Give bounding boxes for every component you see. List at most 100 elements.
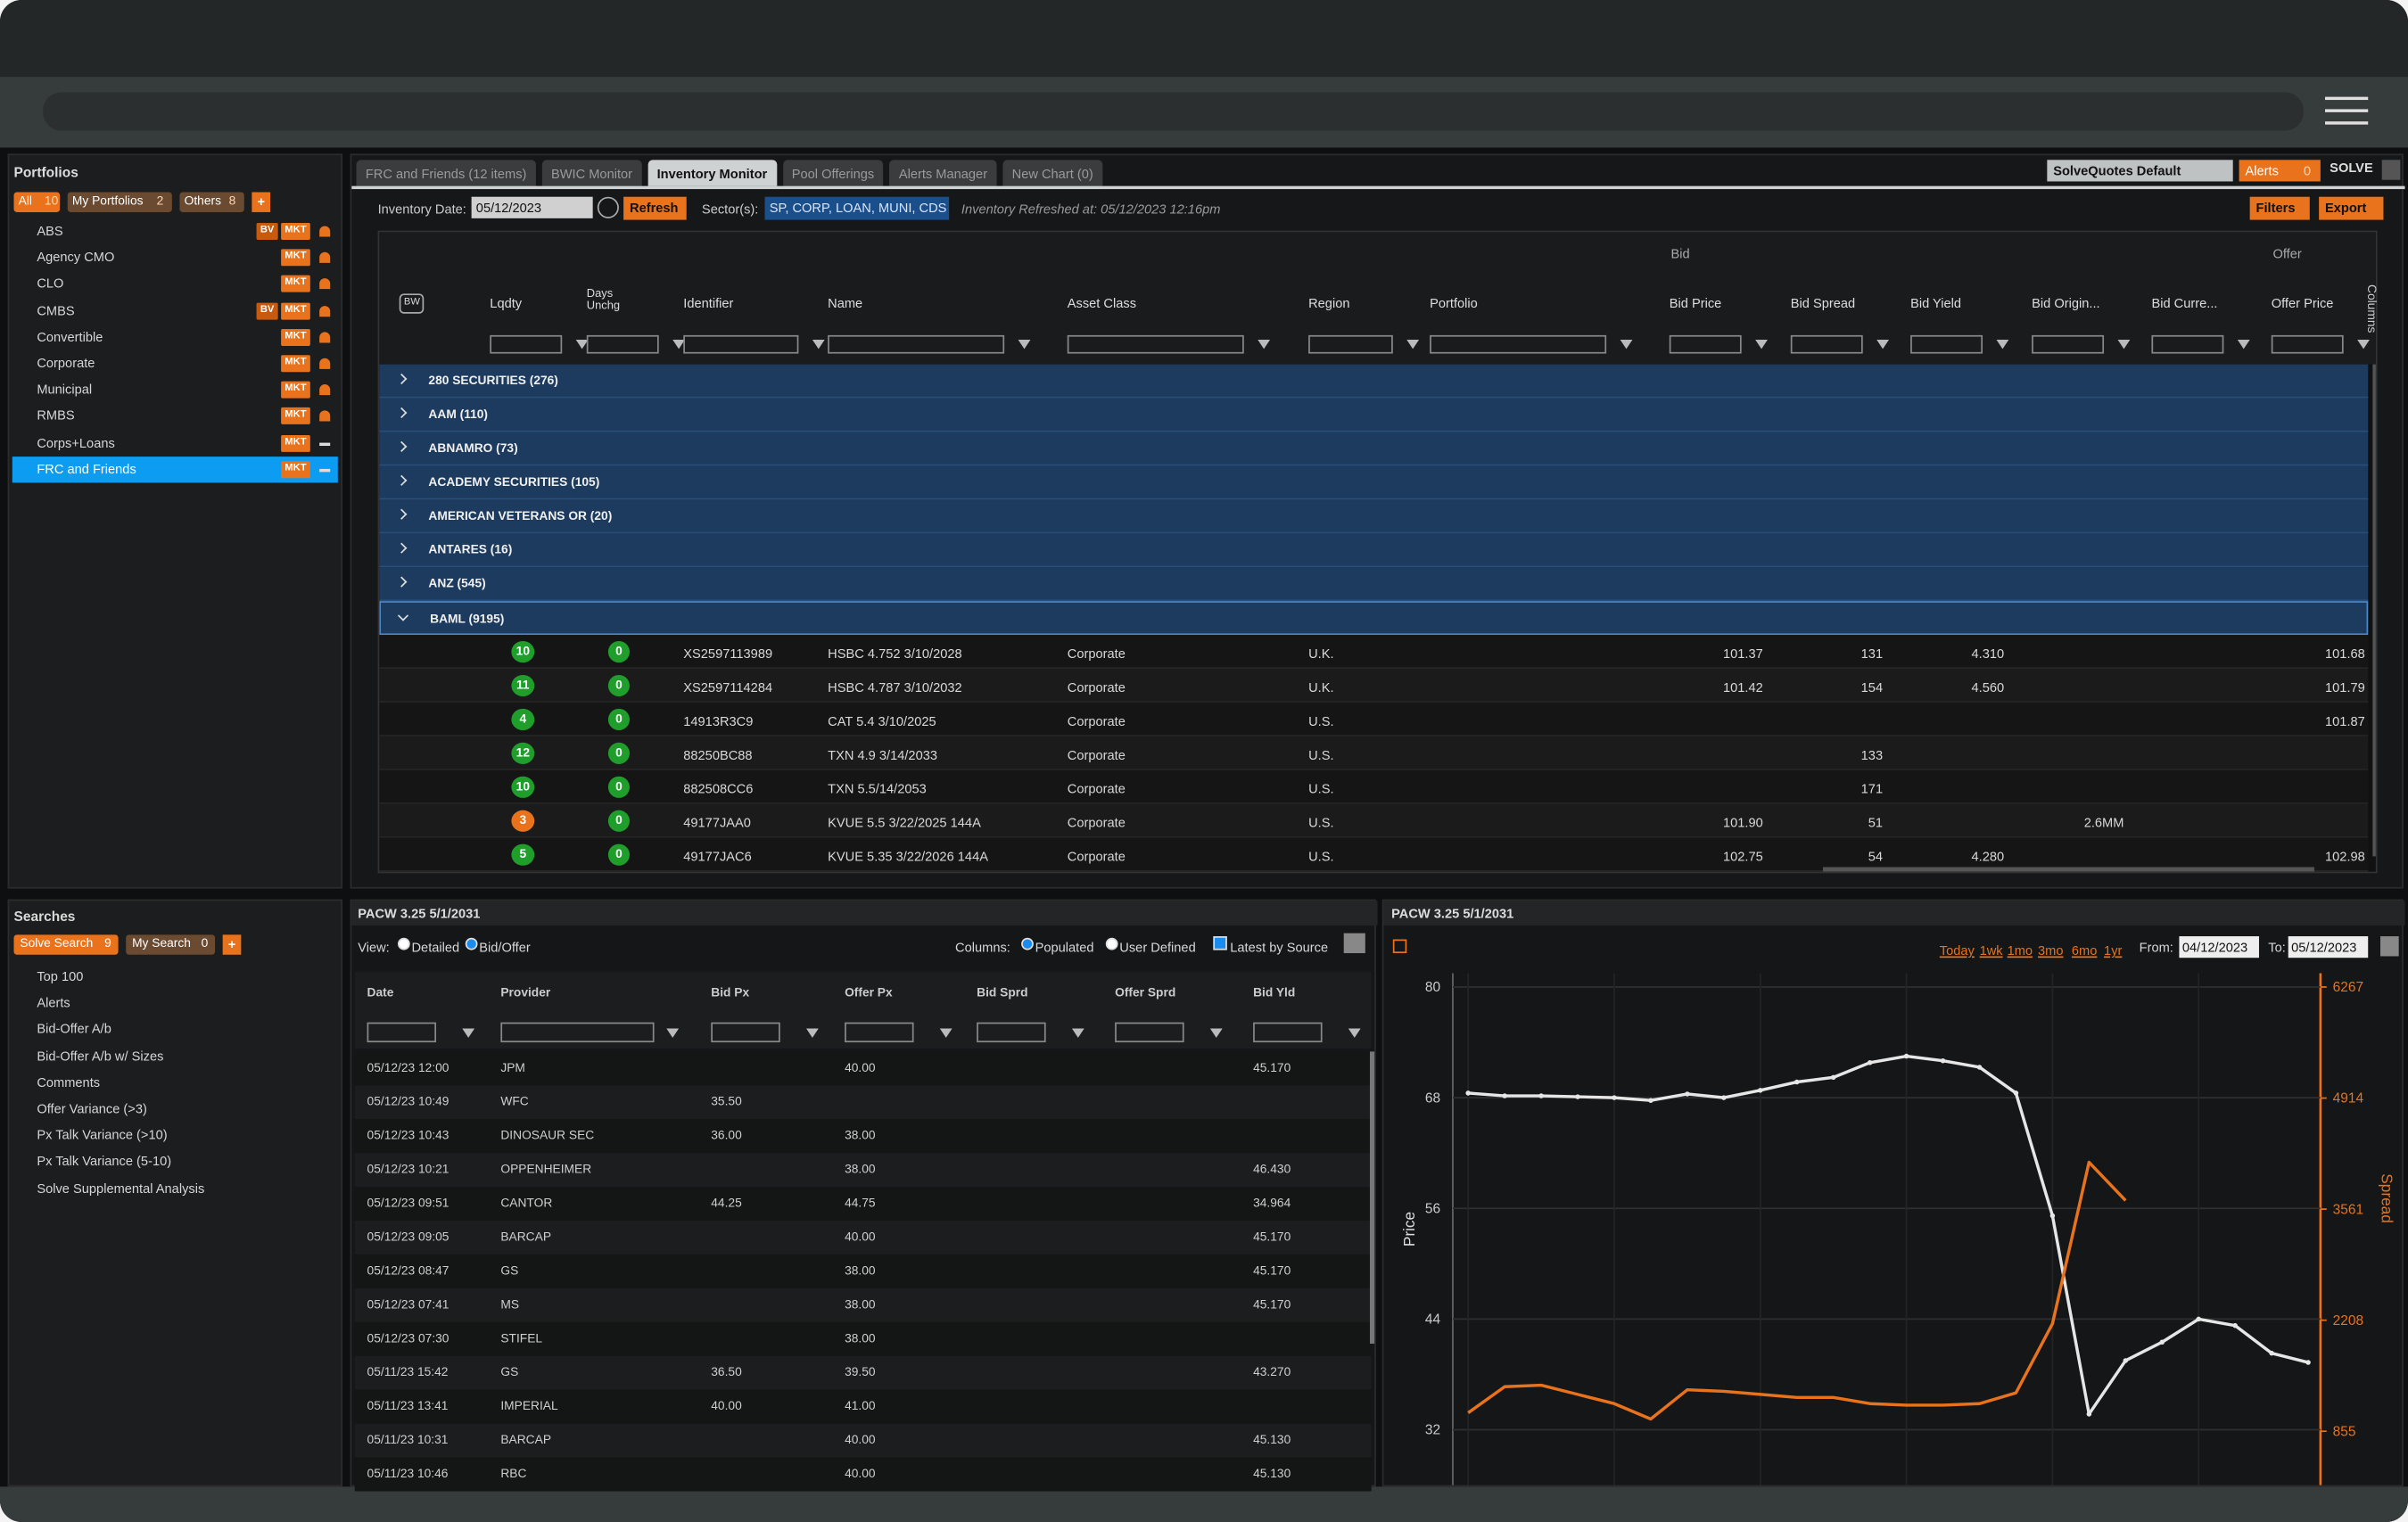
quote-row[interactable]: 05/11/23 13:41 IMPERIAL 40.00 41.00 (354, 1389, 1372, 1424)
column-header[interactable]: Bid Sprd (977, 985, 1028, 1000)
checkbox[interactable] (1213, 936, 1227, 950)
column-header[interactable]: Offer Px (845, 985, 893, 1000)
filter-button[interactable]: All 10 (13, 192, 61, 212)
data-row[interactable]: 3 0 49177JAA0 KVUE 5.5 3/22/2025 144A Corpor… (379, 803, 2369, 838)
tab[interactable]: Pool Offerings (782, 160, 884, 186)
popout-icon[interactable] (1392, 939, 1407, 954)
filter-icon[interactable] (1348, 1028, 1361, 1038)
group-row[interactable]: BAML (9195) (379, 601, 2369, 636)
action-icon[interactable] (319, 226, 331, 237)
filter-input[interactable] (1669, 334, 1742, 354)
portfolio-item[interactable]: CMBS MKT BV (12, 298, 338, 324)
group-row[interactable]: ANTARES (16) (379, 533, 2369, 568)
action-icon[interactable] (319, 305, 331, 317)
filter-icon[interactable] (672, 340, 685, 350)
filter-icon[interactable] (1755, 340, 1768, 350)
filter-input[interactable] (1430, 334, 1607, 354)
filter-icon[interactable] (1258, 340, 1271, 350)
data-row[interactable]: 5 0 49177JAC6 KVUE 5.35 3/22/2026 144A Corpo… (379, 837, 2369, 872)
search-item[interactable]: Offer Variance (>3) (37, 1100, 147, 1116)
filter-input[interactable] (711, 1022, 780, 1043)
data-row[interactable]: 10 0 882508CC6 TXN 5.5/14/2053 Corporate U.S.… (379, 769, 2369, 804)
group-row[interactable]: ABNAMRO (73) (379, 432, 2369, 466)
filter-input[interactable] (828, 334, 1005, 354)
portfolio-item[interactable]: ABS MKT BV (12, 218, 338, 244)
address-bar[interactable] (43, 92, 2304, 131)
filter-icon[interactable] (2237, 340, 2250, 350)
tab[interactable]: Inventory Monitor (647, 160, 777, 186)
column-header[interactable]: Offer Price (2271, 295, 2334, 311)
menu-button[interactable] (2325, 96, 2369, 125)
portfolio-item[interactable]: Corporate MKT (12, 350, 338, 376)
filter-icon[interactable] (939, 1028, 952, 1038)
action-icon[interactable] (319, 411, 331, 423)
search-item[interactable]: Alerts (37, 994, 70, 1011)
search-item[interactable]: Px Talk Variance (>10) (37, 1127, 168, 1143)
alerts-button[interactable]: Alerts 0 (2239, 160, 2321, 182)
column-header[interactable]: Days Unchg (586, 285, 621, 312)
column-header[interactable]: Offer Sprd (1115, 985, 1176, 1000)
add-button[interactable]: + (252, 192, 271, 212)
filter-input[interactable] (490, 334, 563, 354)
quote-row[interactable]: 05/12/23 07:30 STIFEL 38.00 (354, 1321, 1372, 1356)
filter-input[interactable] (367, 1022, 437, 1043)
radio[interactable] (397, 937, 410, 950)
action-icon[interactable] (319, 332, 331, 343)
tab[interactable]: New Chart (0) (1002, 160, 1103, 186)
quote-row[interactable]: 05/12/23 07:41 MS 38.00 45.170 (354, 1288, 1372, 1322)
filters-button[interactable]: Filters (2249, 196, 2310, 220)
range-link[interactable]: 3mo (2038, 942, 2064, 958)
date-input[interactable]: 04/12/2023 (2179, 936, 2259, 958)
filter-input[interactable] (2151, 334, 2224, 354)
search-item[interactable]: Top 100 (37, 968, 84, 984)
tab[interactable]: FRC and Friends (12 items) (356, 160, 536, 186)
column-header[interactable]: Date (367, 985, 394, 1000)
portfolio-item[interactable]: Municipal MKT (12, 377, 338, 403)
range-link[interactable]: Today (1939, 942, 1975, 958)
group-row[interactable]: ACADEMY SECURITIES (105) (379, 465, 2369, 500)
filter-input[interactable] (1308, 334, 1393, 354)
quote-row[interactable]: 05/11/23 10:46 RBC 40.00 45.130 (354, 1457, 1372, 1492)
column-header[interactable]: Bid Spread (1790, 295, 1856, 311)
action-icon[interactable] (319, 468, 331, 472)
filter-button[interactable]: Others 8 (179, 192, 244, 212)
column-header[interactable]: Bid Px (711, 985, 750, 1000)
panel-menu[interactable] (2380, 936, 2399, 957)
column-header[interactable]: Identifier (683, 295, 734, 311)
search-item[interactable]: Px Talk Variance (5-10) (37, 1153, 172, 1170)
sector-select[interactable]: SP, CORP, LOAN, MUNI, CDS (764, 196, 950, 220)
preset-select[interactable]: SolveQuotes Default (2047, 160, 2233, 182)
portfolio-item[interactable]: RMBS MKT (12, 403, 338, 429)
data-row[interactable]: 10 0 XS2597113989 HSBC 4.752 3/10/2028 Corpo… (379, 635, 2369, 670)
filter-icon[interactable] (2357, 340, 2370, 350)
column-header[interactable]: Provider (500, 985, 551, 1000)
search-tab[interactable]: Solve Search 9 (13, 934, 119, 955)
range-link[interactable]: 1wk (1979, 942, 2003, 958)
column-header[interactable]: Region (1308, 295, 1350, 311)
filter-icon[interactable] (1620, 340, 1633, 350)
column-header[interactable]: Bid Price (1669, 295, 1722, 311)
group-row[interactable]: AMERICAN VETERANS OR (20) (379, 499, 2369, 534)
date-input[interactable]: 05/12/2023 (2288, 936, 2369, 958)
portfolio-item[interactable]: Convertible MKT (12, 324, 338, 350)
go-button[interactable] (597, 196, 619, 218)
portfolio-item[interactable]: CLO MKT (12, 271, 338, 297)
filter-input[interactable] (1910, 334, 1983, 354)
column-header[interactable]: Bid Yield (1910, 295, 1962, 311)
search-item[interactable]: Bid-Offer A/b (37, 1021, 111, 1037)
side-label[interactable]: Columns (2364, 284, 2379, 333)
panel-menu[interactable] (2381, 160, 2401, 180)
quote-row[interactable]: 05/12/23 09:51 CANTOR 44.25 44.75 34.964 (354, 1187, 1372, 1222)
radio[interactable] (1021, 937, 1034, 950)
portfolio-item[interactable]: Corps+Loans MKT (12, 430, 338, 456)
tab[interactable]: Alerts Manager (889, 160, 997, 186)
column-header[interactable]: Name (828, 295, 863, 311)
filter-icon[interactable] (1209, 1028, 1223, 1038)
filter-input[interactable] (977, 1022, 1046, 1043)
filter-icon[interactable] (1071, 1028, 1084, 1038)
filter-input[interactable] (845, 1022, 914, 1043)
quote-row[interactable]: 05/12/23 09:05 BARCAP 40.00 45.170 (354, 1221, 1372, 1255)
portfolio-item[interactable]: FRC and Friends MKT (12, 456, 338, 483)
data-row[interactable]: 12 0 88250BC88 TXN 4.9 3/14/2033 Corporate U.… (379, 736, 2369, 770)
filter-icon[interactable] (462, 1028, 475, 1038)
